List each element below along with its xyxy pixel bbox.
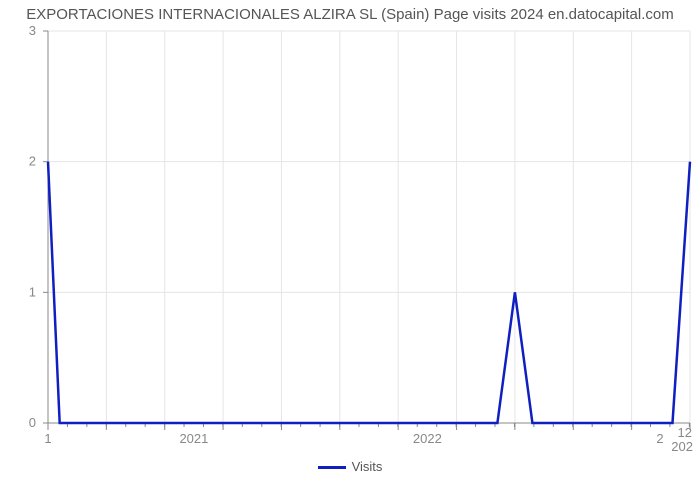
svg-text:2: 2	[29, 154, 36, 169]
svg-text:1: 1	[44, 431, 51, 446]
legend: Visits	[0, 453, 700, 474]
svg-text:202: 202	[671, 439, 693, 453]
line-chart-svg: 0123120212022212202	[0, 23, 700, 453]
svg-text:12: 12	[678, 425, 692, 440]
svg-text:2021: 2021	[179, 431, 208, 446]
chart-title: EXPORTACIONES INTERNACIONALES ALZIRA SL …	[0, 0, 700, 23]
chart-area: 0123120212022212202	[0, 23, 700, 453]
legend-swatch	[318, 466, 346, 469]
svg-text:3: 3	[29, 23, 36, 38]
svg-text:1: 1	[29, 284, 36, 299]
legend-label: Visits	[352, 459, 383, 474]
svg-text:2022: 2022	[413, 431, 442, 446]
svg-text:2: 2	[656, 431, 663, 446]
svg-text:0: 0	[29, 415, 36, 430]
